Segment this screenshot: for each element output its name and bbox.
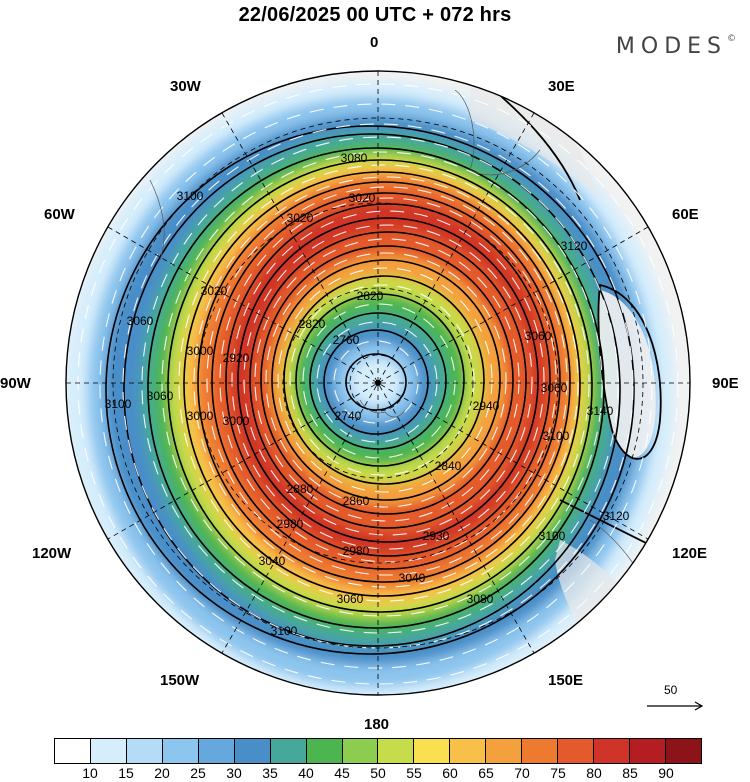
colorbar-segment	[90, 739, 127, 763]
colorbar-tick-label: 50	[370, 765, 386, 781]
colorbar-segment	[234, 739, 271, 763]
contour-label: 2820	[299, 317, 326, 331]
lon-label-0: 0	[370, 34, 379, 51]
colorbar-tick-label: 65	[478, 765, 494, 781]
colorbar-tick-label: 45	[334, 765, 350, 781]
colorbar-segment	[522, 739, 559, 763]
contour-label: 3120	[603, 509, 630, 523]
lon-label-120e: 120E	[672, 545, 708, 562]
height-contours	[105, 71, 681, 655]
map-title: 22/06/2025 00 UTC + 072 hrs	[238, 4, 512, 26]
contour-label: 2880	[287, 482, 314, 496]
colorbar-tick-label: 70	[514, 765, 530, 781]
colorbar-tick-label: 20	[154, 765, 170, 781]
lon-label-30w: 30W	[170, 78, 201, 95]
colorbar-tick-label: 25	[190, 765, 206, 781]
contour-label: 2740	[335, 409, 362, 423]
contour-label: 2930	[423, 529, 450, 543]
contour-label: 3120	[561, 239, 588, 253]
copyright-mark: ©	[727, 33, 736, 44]
colorbar-segment	[162, 739, 199, 763]
wind-streamlines	[77, 83, 679, 685]
contour-label: 2980	[343, 544, 370, 558]
brand-logo: MODES©	[616, 34, 736, 59]
lon-label-60w: 60W	[44, 206, 75, 223]
contour-label: 2820	[357, 289, 384, 303]
contour-label: 3100	[543, 429, 570, 443]
colorbar-segment	[450, 739, 487, 763]
map-boundary	[65, 70, 691, 696]
colorbar-segment	[414, 739, 451, 763]
contour-label: 2860	[343, 494, 370, 508]
contour-label: 3020	[287, 211, 314, 225]
contour-label: 3000	[187, 344, 214, 358]
contour-label: 2940	[473, 399, 500, 413]
contour-label: 3080	[467, 592, 494, 606]
colorbar-segment	[198, 739, 235, 763]
colorbar-segment	[378, 739, 415, 763]
colorbar-tick-label: 85	[622, 765, 638, 781]
contour-label: 2760	[333, 333, 360, 347]
colorbar-tick-label: 30	[226, 765, 242, 781]
lon-label-120w: 120W	[32, 545, 72, 562]
colorbar-segment	[486, 739, 523, 763]
contour-label: 3020	[349, 191, 376, 205]
contour-labels: 3080 3020 3020 2820 2760 2820 3020 3100 …	[105, 151, 630, 638]
colorbar-tick-label: 35	[262, 765, 278, 781]
contour-label: 2980	[277, 517, 304, 531]
reference-arrow-icon	[647, 701, 704, 711]
lon-label-90e: 90E	[712, 375, 739, 392]
colorbar-segment	[55, 739, 91, 763]
colorbar-segment	[558, 739, 595, 763]
contour-label: 3020	[201, 284, 228, 298]
colorbar-tick-label: 10	[82, 765, 98, 781]
colorbar-segment	[270, 739, 307, 763]
contour-label: 2840	[435, 459, 462, 473]
colorbar-tick-label: 15	[118, 765, 134, 781]
pole-marker	[375, 380, 381, 386]
contour-label: 3100	[105, 397, 132, 411]
colorbar-ticks: 10 15 20 25 30 35 40 45 50 55 60 65 70 75 80 85 90	[54, 765, 702, 782]
contour-label: 3080	[341, 151, 368, 165]
contour-label: 3060	[525, 329, 552, 343]
contour-label: 2920	[223, 351, 250, 365]
lon-label-60e: 60E	[672, 206, 699, 223]
lon-label-30e: 30E	[548, 78, 575, 95]
contour-label: 3060	[127, 314, 154, 328]
contour-label: 3140	[587, 404, 614, 418]
colorbar-tick-label: 60	[442, 765, 458, 781]
graticule	[66, 71, 690, 695]
colorbar-tick-label: 55	[406, 765, 422, 781]
colorbar-tick-label: 90	[658, 765, 674, 781]
colorbar-segment	[306, 739, 343, 763]
lon-label-90w: 90W	[0, 375, 31, 392]
contour-label: 3100	[539, 529, 566, 543]
contour-label: 3060	[147, 389, 174, 403]
lon-label-150w: 150W	[160, 672, 200, 689]
contour-label: 3000	[223, 414, 250, 428]
colorbar-tick-label: 75	[550, 765, 566, 781]
lon-label-150e: 150E	[548, 672, 584, 689]
colorbar-tick-label: 80	[586, 765, 602, 781]
contour-label: 3060	[541, 381, 568, 395]
contour-label: 3060	[337, 592, 364, 606]
colorbar-segment	[126, 739, 163, 763]
lon-label-180: 180	[364, 716, 390, 733]
polar-wind-map: 3080 3020 3020 2820 2760 2820 3020 3100 …	[65, 70, 691, 696]
reference-vector-label: 50	[664, 683, 678, 697]
brand-name: MODES	[615, 34, 727, 59]
colorbar	[54, 738, 702, 764]
contour-label: 3040	[399, 571, 426, 585]
contour-label: 3000	[187, 409, 214, 423]
contour-label: 3040	[259, 554, 286, 568]
wind-speed-field: 3080 3020 3020 2820 2760 2820 3020 3100 …	[66, 71, 690, 695]
contour-label: 3100	[271, 624, 298, 638]
contour-label: 3100	[177, 189, 204, 203]
colorbar-segment	[630, 739, 666, 763]
colorbar-segment	[594, 739, 630, 763]
colorbar-tick-label: 40	[298, 765, 314, 781]
colorbar-segment	[342, 739, 379, 763]
colorbar-segment	[665, 739, 701, 763]
